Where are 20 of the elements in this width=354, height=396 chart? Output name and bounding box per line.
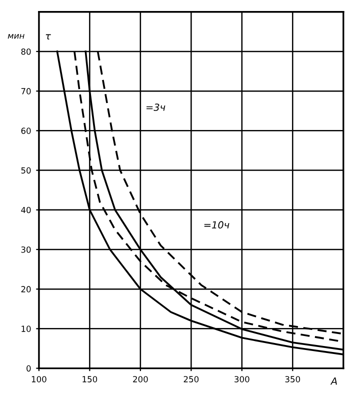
y-tick-label: 10 bbox=[22, 326, 31, 332]
y-tick-label: 80 bbox=[21, 48, 31, 55]
x-tick-label: 100 bbox=[32, 376, 46, 382]
y-tick-label: 20 bbox=[21, 286, 31, 292]
annotation: =10ч bbox=[204, 221, 230, 229]
y-tick-label: 0 bbox=[26, 365, 31, 372]
annotation: τ bbox=[46, 34, 51, 40]
y-axis-title: мин bbox=[8, 34, 24, 39]
y-tick-label: 70 bbox=[21, 88, 31, 94]
x-tick-label: 350 bbox=[285, 376, 300, 382]
x-tick-label: 250 bbox=[184, 376, 199, 382]
y-tick-label: 60 bbox=[21, 128, 31, 134]
y-tick-label: 50 bbox=[21, 167, 31, 174]
y-tick-label: 40 bbox=[21, 206, 31, 214]
x-axis-title: A bbox=[330, 377, 337, 385]
annotation: =3ч bbox=[146, 104, 166, 111]
x-tick-label: 150 bbox=[82, 376, 98, 382]
x-tick-label: 300 bbox=[234, 376, 250, 382]
y-tick-label: 30 bbox=[21, 246, 31, 253]
x-tick-label: 200 bbox=[133, 376, 148, 382]
